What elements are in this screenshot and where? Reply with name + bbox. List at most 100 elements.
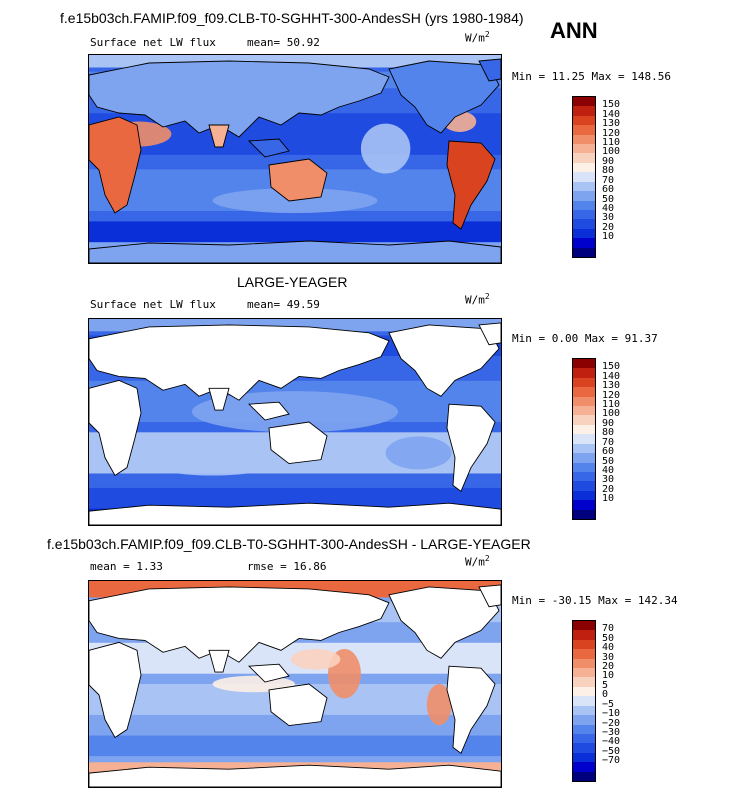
- colorbar-swatch: [573, 677, 595, 688]
- colorbar-swatch: [573, 153, 595, 164]
- colorbar-swatch: [573, 696, 595, 707]
- colorbar-swatch: [573, 649, 595, 660]
- colorbar-swatch: [573, 406, 595, 416]
- colorbar-tick-label: 10: [602, 493, 615, 505]
- colorbar-swatch: [573, 500, 595, 511]
- colorbar-swatch: [573, 658, 595, 669]
- colorbar-swatch: [573, 743, 595, 754]
- colorbar-tick-label: 10: [602, 231, 615, 243]
- coastline-antarctica: [89, 240, 501, 263]
- colorbar-tick-label: 130: [602, 380, 621, 392]
- colorbar-tick-label: 150: [602, 361, 621, 373]
- colorbar-tick-label: 50: [602, 632, 615, 644]
- panel3-title: f.e15b03ch.FAMIP.f09_f09.CLB-T0-SGHHT-30…: [47, 536, 531, 552]
- panel3-rmse: rmse = 16.86: [247, 560, 327, 573]
- colorbar-swatch: [573, 481, 595, 492]
- colorbar-swatch: [573, 509, 595, 520]
- colorbar-tick-label: 40: [602, 202, 615, 214]
- colorbar-tick-label: 5: [602, 679, 609, 691]
- colorbar-swatch: [573, 238, 595, 249]
- colorbar-swatch: [573, 733, 595, 744]
- panel2-title: LARGE-YEAGER: [237, 274, 348, 290]
- colorbar-tick-label: 20: [602, 483, 615, 495]
- colorbar-swatch: [573, 668, 595, 678]
- colorbar-swatch: [573, 106, 595, 117]
- colorbar-tick-label: 60: [602, 184, 615, 196]
- coastline-antarctica: [89, 502, 501, 525]
- colorbar-swatch: [573, 621, 595, 631]
- colorbar-swatch: [573, 424, 595, 435]
- colorbar-tick-label: 70: [602, 174, 615, 186]
- colorbar-tick-label: −5: [602, 698, 615, 710]
- colorbar-tick-label: 70: [602, 623, 615, 635]
- colorbar-tick-label: 50: [602, 193, 615, 205]
- colorbar-swatch: [573, 771, 595, 782]
- coastline-samerica: [446, 403, 496, 493]
- panel1-variable-label: Surface net LW flux: [90, 36, 216, 49]
- colorbar-tick-label: 30: [602, 474, 615, 486]
- colorbar-tick-label: 20: [602, 661, 615, 673]
- colorbar-tick-label: 120: [602, 127, 621, 139]
- panel2-minmax: Min = 0.00 Max = 91.37: [512, 332, 658, 345]
- panel3-map: [88, 580, 502, 788]
- colorbar-swatch: [573, 228, 595, 239]
- colorbar-swatch: [573, 144, 595, 154]
- panel2-units: W/m2: [465, 292, 490, 307]
- colorbar-tick-label: −70: [602, 755, 621, 767]
- coastline-eurasia: [89, 324, 390, 401]
- coastline-australia: [268, 683, 328, 727]
- coastline-australia: [268, 158, 328, 202]
- colorbar-swatch: [573, 97, 595, 107]
- colorbar-tick-label: 80: [602, 165, 615, 177]
- colorbar-tick-label: 110: [602, 399, 621, 411]
- colorbar-tick-label: −50: [602, 745, 621, 757]
- panel1-colorbar: [572, 96, 596, 258]
- colorbar-swatch: [573, 715, 595, 726]
- colorbar-swatch: [573, 434, 595, 445]
- colorbar-tick-label: 90: [602, 417, 615, 429]
- colorbar-swatch: [573, 724, 595, 735]
- coastline-namerica: [388, 586, 500, 659]
- panel2-mean: mean= 49.59: [247, 298, 320, 311]
- coastline-samerica: [446, 140, 496, 230]
- colorbar-tick-label: 30: [602, 212, 615, 224]
- colorbar-tick-label: 150: [602, 99, 621, 111]
- panel1-mean: mean= 50.92: [247, 36, 320, 49]
- coastline-australia: [268, 421, 328, 465]
- coastline-greenland: [478, 584, 501, 608]
- colorbar-swatch: [573, 752, 595, 763]
- colorbar-tick-label: −20: [602, 717, 621, 729]
- panel2-colorbar: [572, 358, 596, 520]
- coastline-namerica: [388, 60, 500, 134]
- colorbar-tick-label: −40: [602, 736, 621, 748]
- colorbar-tick-label: 0: [602, 689, 609, 701]
- panel1-units: W/m2: [465, 30, 490, 45]
- colorbar-swatch: [573, 639, 595, 650]
- colorbar-tick-label: 100: [602, 146, 621, 158]
- coastline-india: [208, 124, 230, 148]
- coastline-greenland: [478, 58, 501, 82]
- coastline-seasia: [247, 401, 290, 421]
- colorbar-tick-label: 140: [602, 108, 621, 120]
- colorbar-swatch: [573, 490, 595, 501]
- colorbar-tick-label: 140: [602, 370, 621, 382]
- coastline-india: [208, 649, 230, 673]
- colorbar-swatch: [573, 125, 595, 136]
- panel3-mean: mean = 1.33: [90, 560, 163, 573]
- colorbar-tick-label: 100: [602, 408, 621, 420]
- main-title: f.e15b03ch.FAMIP.f09_f09.CLB-T0-SGHHT-30…: [60, 10, 524, 26]
- panel3-minmax: Min = -30.15 Max = 142.34: [512, 594, 678, 607]
- colorbar-tick-label: 40: [602, 464, 615, 476]
- colorbar-swatch: [573, 219, 595, 230]
- coastline-namerica: [388, 324, 500, 397]
- colorbar-tick-label: 40: [602, 642, 615, 654]
- colorbar-swatch: [573, 162, 595, 173]
- colorbar-tick-label: −30: [602, 726, 621, 738]
- colorbar-swatch: [573, 762, 595, 773]
- panel3-units: W/m2: [465, 554, 490, 569]
- colorbar-swatch: [573, 443, 595, 454]
- colorbar-swatch: [573, 686, 595, 697]
- colorbar-swatch: [573, 471, 595, 482]
- panel2-map: [88, 318, 502, 526]
- coastline-africa: [89, 641, 142, 739]
